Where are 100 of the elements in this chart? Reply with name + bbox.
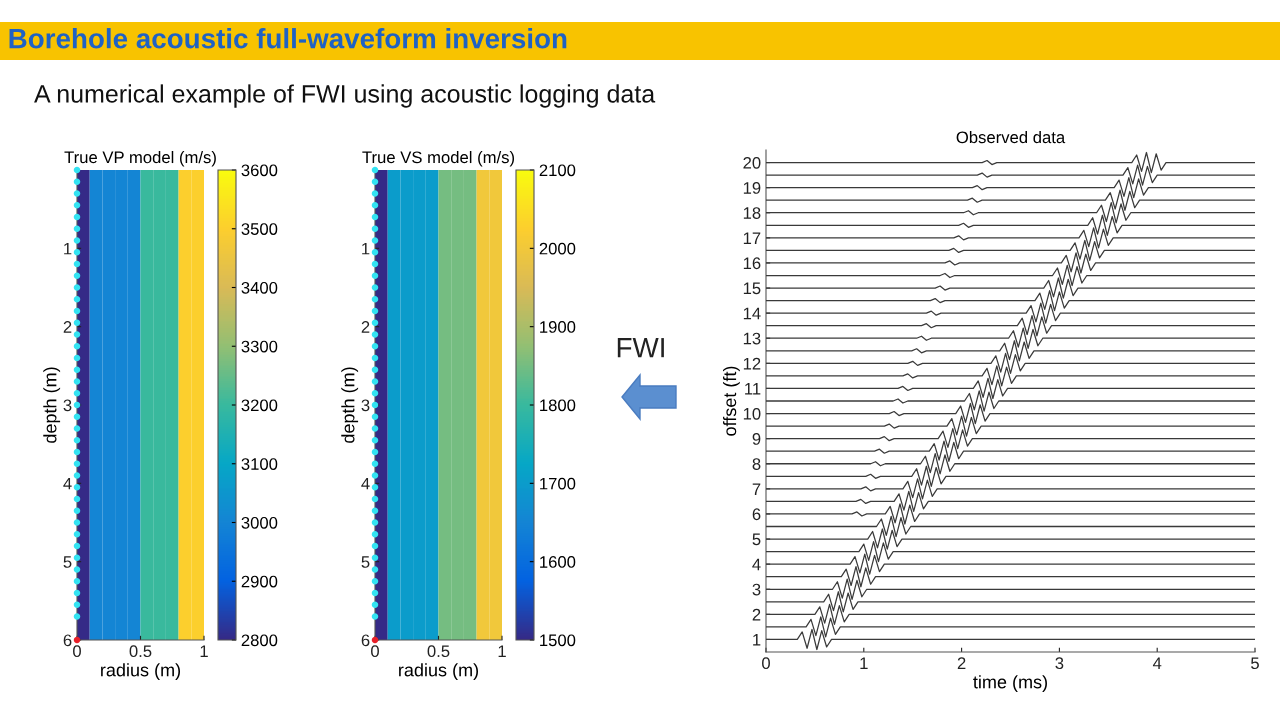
point bbox=[73, 601, 81, 609]
point bbox=[371, 577, 379, 585]
color-bar-label: 3100 bbox=[241, 458, 278, 470]
color-bar-label: 2800 bbox=[241, 634, 278, 647]
point bbox=[371, 319, 379, 327]
point bbox=[73, 319, 81, 327]
y-tick-label: 15 bbox=[743, 282, 761, 295]
y-tick-label: 4 bbox=[361, 477, 370, 490]
point bbox=[73, 201, 81, 209]
point bbox=[371, 542, 379, 550]
y-tick-label: 1 bbox=[362, 242, 370, 255]
y-tick-label: 3 bbox=[63, 399, 72, 412]
point bbox=[73, 460, 81, 468]
point bbox=[73, 331, 81, 338]
y-tick-label: 9 bbox=[752, 433, 761, 445]
point bbox=[73, 495, 81, 503]
color-bar-label: 2900 bbox=[241, 575, 278, 588]
color-bar-label: 1500 bbox=[540, 634, 576, 647]
point bbox=[73, 366, 81, 374]
point bbox=[73, 295, 81, 303]
y-tick-label: 1 bbox=[64, 242, 72, 255]
y-tick-label: 6 bbox=[361, 634, 370, 647]
point bbox=[371, 601, 379, 609]
point bbox=[73, 519, 81, 526]
point bbox=[371, 190, 379, 197]
point bbox=[371, 448, 379, 456]
y-tick-label: 14 bbox=[743, 307, 761, 320]
point bbox=[73, 577, 81, 585]
point bbox=[73, 554, 81, 562]
y-tick-label: 6 bbox=[752, 508, 761, 521]
point bbox=[371, 378, 379, 385]
color-bar-label: 2000 bbox=[539, 242, 576, 255]
y-tick-label: 3 bbox=[361, 399, 370, 412]
y-tick-label: 12 bbox=[743, 357, 761, 370]
point bbox=[371, 425, 379, 432]
chart-title: True VS model (m/s) bbox=[362, 150, 515, 167]
point bbox=[73, 225, 81, 233]
point bbox=[371, 554, 379, 562]
point bbox=[371, 472, 379, 479]
point bbox=[371, 460, 379, 468]
point bbox=[371, 295, 379, 303]
x-tick-label: 0 bbox=[371, 645, 379, 658]
point bbox=[73, 284, 81, 291]
y-tick-label: 10 bbox=[743, 407, 761, 420]
y-tick-label: 1 bbox=[753, 634, 761, 646]
y-tick-label: 17 bbox=[743, 232, 761, 244]
point bbox=[73, 566, 81, 573]
point bbox=[73, 272, 81, 280]
point bbox=[73, 389, 81, 397]
color-bar-label: 3400 bbox=[241, 281, 278, 294]
point bbox=[371, 519, 379, 526]
chart-title: True VP model (m/s) bbox=[64, 150, 216, 167]
point bbox=[371, 566, 379, 573]
x-tick-label: 4 bbox=[1152, 657, 1162, 669]
x-tick-label: 2 bbox=[957, 657, 966, 669]
x-tick-label: 0 bbox=[762, 657, 770, 670]
y-tick-label: 19 bbox=[743, 182, 761, 194]
color-bar-label: 3200 bbox=[241, 399, 278, 412]
point bbox=[73, 354, 81, 362]
x-tick-label: 1 bbox=[200, 645, 208, 657]
point bbox=[371, 366, 379, 374]
point bbox=[73, 589, 81, 597]
point bbox=[371, 284, 379, 291]
color-bar-label: 1900 bbox=[540, 321, 576, 333]
y-tick-label: 13 bbox=[743, 332, 761, 345]
color-bar-label: 3500 bbox=[241, 223, 278, 235]
y-tick-label: 4 bbox=[752, 558, 761, 571]
point bbox=[73, 213, 81, 221]
y-tick-label: 5 bbox=[63, 556, 72, 568]
point bbox=[371, 248, 379, 256]
x-axis-title: time (ms) bbox=[973, 675, 1047, 692]
color-bar-label: 3000 bbox=[241, 516, 278, 529]
text: FWI bbox=[617, 338, 664, 358]
point bbox=[73, 425, 81, 432]
x-axis-title: radius (m) bbox=[101, 663, 181, 680]
point bbox=[73, 413, 81, 421]
y-axis-title: depth (m) bbox=[43, 367, 61, 443]
point bbox=[371, 201, 379, 209]
text: A numerical example of FWI using acoustic logging data bbox=[34, 84, 656, 108]
y-tick-label: 5 bbox=[361, 556, 370, 568]
x-tick-label: 1 bbox=[860, 657, 868, 669]
point bbox=[73, 190, 81, 197]
point bbox=[371, 178, 379, 186]
x-tick-label: 3 bbox=[1055, 657, 1064, 670]
y-tick-label: 16 bbox=[743, 257, 761, 270]
y-tick-label: 8 bbox=[752, 458, 761, 470]
color-bar-label: 1600 bbox=[540, 556, 576, 568]
point bbox=[73, 472, 81, 479]
point bbox=[371, 483, 379, 491]
y-tick-label: 4 bbox=[63, 477, 72, 490]
point bbox=[371, 495, 379, 503]
point bbox=[371, 272, 379, 280]
point bbox=[371, 225, 379, 233]
point bbox=[73, 237, 81, 244]
point bbox=[371, 436, 379, 444]
color-bar-label: 1700 bbox=[540, 477, 576, 490]
point bbox=[371, 260, 379, 268]
point bbox=[371, 589, 379, 597]
point bbox=[371, 237, 379, 244]
x-tick-label: 0.5 bbox=[129, 645, 152, 658]
